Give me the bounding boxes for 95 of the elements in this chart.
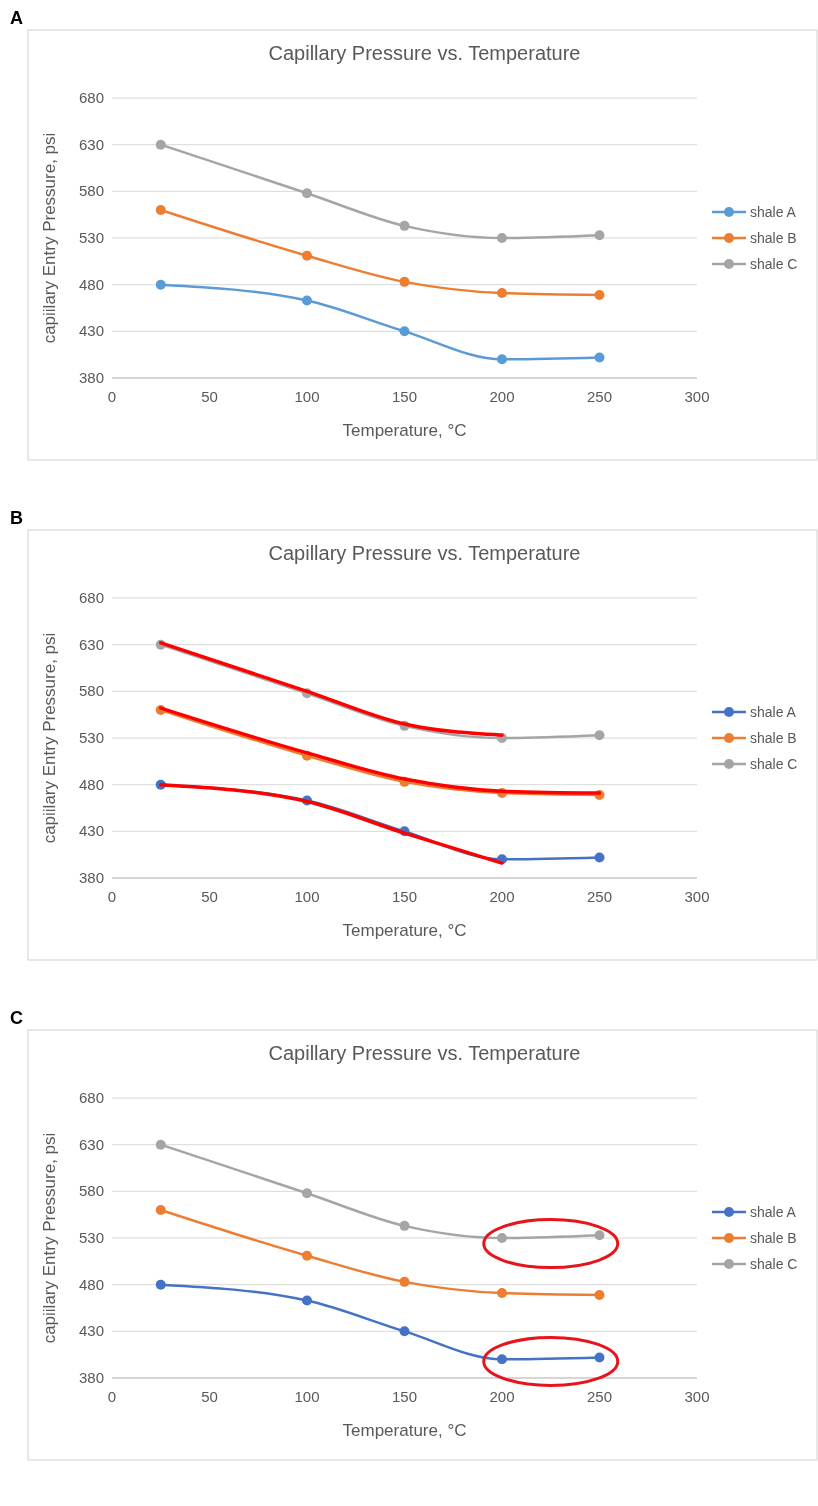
x-tick-label: 200 — [489, 1388, 515, 1405]
point — [497, 1354, 507, 1365]
y-tick-label: 530 — [78, 1229, 104, 1246]
point — [302, 1250, 312, 1261]
chart-title: Capillary Pressure vs. Temperature — [268, 1042, 581, 1064]
y-tick-label: 630 — [78, 635, 104, 653]
y-tick-label: 680 — [78, 89, 104, 106]
legend-label: shale A — [750, 704, 797, 720]
y-tick-label: 480 — [78, 775, 104, 793]
y-tick-label: 580 — [78, 1182, 104, 1200]
x-tick-label: 50 — [201, 888, 218, 905]
y-tick-label: 530 — [78, 229, 104, 246]
point — [155, 1205, 166, 1215]
legend-label: shale C — [750, 756, 798, 772]
point — [302, 1295, 312, 1306]
point — [302, 1188, 312, 1199]
point — [594, 852, 605, 863]
y-axis-title: capiilary Entry Pressure, psi — [40, 1132, 59, 1344]
x-tick-label: 200 — [489, 888, 515, 905]
legend-label: shale B — [750, 730, 797, 746]
point — [302, 250, 312, 261]
x-tick-label: 100 — [294, 388, 320, 405]
legend-label: shale A — [750, 1204, 797, 1220]
legend-label: shale C — [750, 1256, 798, 1272]
point — [399, 1220, 410, 1231]
y-tick-label: 580 — [78, 682, 104, 700]
legend-label: shale C — [750, 256, 798, 272]
x-tick-label: 100 — [294, 888, 320, 905]
x-axis-title: Temperature, °C — [342, 921, 467, 940]
legend-label: shale A — [750, 204, 797, 220]
point — [594, 352, 605, 363]
x-tick-label: 50 — [201, 1388, 218, 1405]
x-tick-label: 250 — [586, 388, 613, 405]
x-tick-label: 150 — [391, 388, 418, 405]
point — [155, 205, 166, 215]
point — [594, 730, 605, 741]
text: A — [10, 8, 23, 28]
y-tick-label: 380 — [78, 869, 104, 886]
x-axis-title: Temperature, °C — [342, 421, 467, 440]
y-tick-label: 580 — [78, 182, 104, 200]
x-tick-label: 250 — [586, 888, 613, 905]
x-tick-label: 0 — [107, 1388, 117, 1405]
point — [302, 295, 312, 306]
y-tick-label: 680 — [78, 589, 104, 606]
x-axis-title: Temperature, °C — [342, 1421, 467, 1440]
x-tick-label: 100 — [294, 1388, 320, 1405]
chart-title: Capillary Pressure vs. Temperature — [268, 42, 581, 64]
y-axis-title: capiilary Entry Pressure, psi — [40, 632, 59, 844]
text: B — [10, 508, 23, 528]
point — [155, 279, 166, 290]
point — [594, 230, 605, 241]
point — [497, 1233, 507, 1243]
y-axis-title: capiilary Entry Pressure, psi — [40, 132, 59, 344]
point — [399, 276, 410, 287]
x-tick-label: 300 — [684, 388, 710, 405]
y-tick-label: 630 — [78, 1135, 104, 1153]
text: C — [10, 1008, 23, 1028]
legend-label: shale B — [750, 230, 797, 246]
legend-label: shale B — [750, 1230, 797, 1246]
point — [399, 326, 410, 337]
point — [155, 139, 166, 150]
x-tick-label: 150 — [391, 1388, 418, 1405]
point — [497, 354, 507, 365]
y-tick-label: 630 — [78, 135, 104, 153]
point — [399, 220, 410, 231]
y-tick-label: 680 — [78, 1089, 104, 1106]
x-tick-label: 300 — [684, 888, 710, 905]
point — [594, 1230, 605, 1241]
point — [399, 1326, 410, 1337]
y-tick-label: 380 — [78, 1369, 104, 1386]
y-tick-label: 480 — [78, 275, 104, 293]
y-tick-label: 430 — [78, 1322, 104, 1340]
y-tick-label: 530 — [78, 729, 104, 746]
y-tick-label: 480 — [78, 1275, 104, 1293]
y-tick-label: 380 — [78, 369, 104, 386]
point — [497, 1288, 507, 1299]
y-tick-label: 430 — [78, 322, 104, 340]
x-tick-label: 0 — [107, 388, 117, 405]
point — [594, 1289, 605, 1300]
x-tick-label: 300 — [684, 1388, 710, 1405]
point — [155, 1279, 166, 1290]
x-tick-label: 150 — [391, 888, 418, 905]
point — [497, 288, 507, 299]
point — [594, 1352, 605, 1363]
point — [302, 188, 312, 199]
point — [594, 289, 605, 300]
chart-title: Capillary Pressure vs. Temperature — [268, 542, 581, 564]
y-tick-label: 430 — [78, 822, 104, 840]
x-tick-label: 50 — [201, 388, 218, 405]
point — [497, 233, 507, 243]
x-tick-label: 250 — [586, 1388, 613, 1405]
point — [399, 1276, 410, 1287]
point — [155, 1139, 166, 1150]
x-tick-label: 0 — [107, 888, 117, 905]
x-tick-label: 200 — [489, 388, 515, 405]
